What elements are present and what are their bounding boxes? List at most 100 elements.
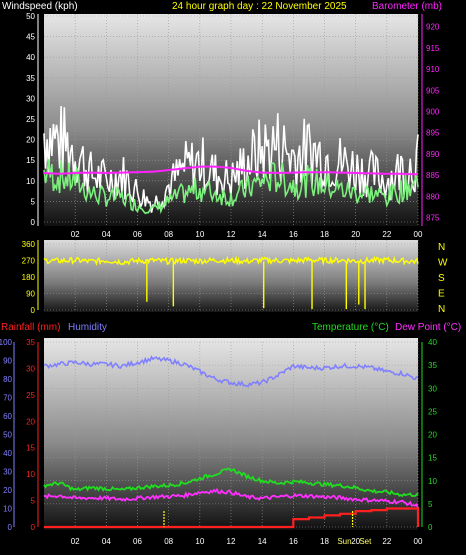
- wind-tick-label: 5: [31, 197, 36, 206]
- wind-tick-label: 25: [26, 115, 35, 124]
- barometer-tick-label: 915: [426, 44, 440, 53]
- humidity-tick-label: 80: [3, 375, 12, 384]
- wind-time-ticks: 02 04 06 08 10 12 14 16 18 20 22 00: [71, 230, 423, 239]
- time-tick-label: 02: [71, 537, 80, 546]
- time-tick-label: 04: [102, 230, 111, 239]
- wind-axis-ticks: 0 5 10 15 20 25 30 35 40 45 50: [26, 12, 35, 227]
- rain-tick-label: 25: [26, 391, 35, 400]
- humidity-tick-label: 90: [3, 357, 12, 366]
- barometer-tick-label: 885: [426, 171, 440, 180]
- time-tick-label: 12: [227, 230, 236, 239]
- time-tick-label: 14: [258, 230, 267, 239]
- temperature-tick-label: 15: [428, 454, 437, 463]
- barometer-tick-label: 905: [426, 86, 440, 95]
- wind-panel-grid: [37, 14, 423, 226]
- barometer-line: [43, 165, 419, 176]
- compass-letter: S: [438, 273, 445, 284]
- humidity-line: [43, 355, 419, 388]
- direction-series: [43, 255, 419, 310]
- time-tick-label: 06: [133, 537, 142, 546]
- barometer-axis-title: Barometer (mb): [372, 1, 442, 12]
- time-tick-label: 00: [414, 537, 423, 546]
- humidity-tick-label: 50: [3, 431, 12, 440]
- barometer-tick-label: 890: [426, 150, 440, 159]
- humidity-tick-label: 0: [8, 523, 13, 532]
- direction-tick-label: 0: [31, 306, 36, 315]
- rain-tick-label: 15: [26, 444, 35, 453]
- time-tick-label: 08: [164, 537, 173, 546]
- rain-series: [43, 355, 420, 529]
- temperature-tick-label: 30: [428, 384, 437, 393]
- compass-letter: N: [438, 304, 445, 315]
- rain-tick-label: 30: [26, 364, 35, 373]
- compass-letter: N: [438, 242, 445, 253]
- time-tick-label: 08: [164, 230, 173, 239]
- dewpoint-axis-title: Dew Point (°C): [395, 322, 461, 333]
- wind-tick-label: 35: [26, 74, 35, 83]
- humidity-tick-label: 100: [0, 338, 13, 347]
- direction-axis-ticks: 0 90 180 270 360: [22, 240, 36, 315]
- direction-tick-label: 360: [22, 240, 36, 249]
- rain-time-ticks: 02 04 06 08 10 12 14 16 18 Sun 20 Set 22 00: [71, 537, 423, 546]
- humidity-tick-label: 30: [3, 468, 12, 477]
- temperature-tick-label: 5: [428, 500, 433, 509]
- wind-tick-label: 50: [26, 12, 35, 21]
- time-tick-label: 18: [320, 230, 329, 239]
- dewpoint-line: [43, 487, 419, 509]
- wind-tick-label: 10: [26, 177, 35, 186]
- rain-tick-label: 5: [31, 497, 36, 506]
- barometer-tick-label: 900: [426, 108, 440, 117]
- rain-tick-label: 35: [26, 338, 35, 347]
- time-tick-label: 10: [195, 230, 204, 239]
- humidity-tick-label: 20: [3, 486, 12, 495]
- time-tick-label: 16: [289, 537, 298, 546]
- temperature-tick-label: 35: [428, 361, 437, 370]
- temperature-tick-label: 10: [428, 477, 437, 486]
- graph-title: 24 hour graph day : 22 November 2025: [172, 1, 347, 12]
- wind-series: [43, 105, 419, 215]
- time-tick-label: 22: [382, 537, 391, 546]
- wind-tick-label: 15: [26, 156, 35, 165]
- wind-tick-label: 0: [31, 218, 36, 227]
- windspeed-axis-title: Windspeed (kph): [2, 1, 78, 12]
- temperature-tick-label: 25: [428, 407, 437, 416]
- wind-tick-label: 30: [26, 94, 35, 103]
- time-tick-label: 20: [351, 230, 360, 239]
- time-tick-label: Sun: [337, 537, 351, 546]
- direction-tick-label: 270: [22, 257, 36, 266]
- humidity-axis-title: Humidity: [68, 322, 107, 333]
- rain-tick-label: 20: [26, 417, 35, 426]
- barometer-tick-label: 895: [426, 129, 440, 138]
- rainfall-axis-title: Rainfall (mm): [1, 322, 60, 333]
- temperature-tick-label: 40: [428, 338, 437, 347]
- humidity-tick-label: 60: [3, 412, 12, 421]
- time-tick-label: 18: [320, 537, 329, 546]
- humidity-tick-label: 70: [3, 394, 12, 403]
- time-tick-label: 00: [414, 230, 423, 239]
- compass-letter: W: [438, 258, 448, 269]
- wind-tick-label: 45: [26, 33, 35, 42]
- barometer-tick-label: 880: [426, 192, 440, 201]
- time-tick-label: 22: [382, 230, 391, 239]
- rain-tick-label: 10: [26, 470, 35, 479]
- temperature-tick-label: 20: [428, 431, 437, 440]
- rain-tick-label: 0: [31, 523, 36, 532]
- direction-tick-label: 90: [26, 290, 35, 299]
- direction-line: [43, 255, 419, 266]
- time-tick-label: 14: [258, 537, 267, 546]
- temperature-tick-label: 0: [428, 523, 433, 532]
- time-tick-label: 20: [351, 537, 360, 546]
- rainfall-line: [44, 507, 420, 529]
- barometer-axis-ticks: 875 880 885 890 895 900 905 910 915 920: [426, 23, 440, 223]
- average-wind-line: [43, 159, 419, 215]
- humidity-tick-label: 40: [3, 449, 12, 458]
- humidity-tick-label: 10: [3, 505, 12, 514]
- time-tick-label: 12: [227, 537, 236, 546]
- time-tick-label: 02: [71, 230, 80, 239]
- time-tick-label: Set: [359, 537, 372, 546]
- humidity-rain-axis-ticks: 0 10 20 30 40 50 60 70 80 90 100 0 5 10 15 20 25 30 35: [0, 338, 36, 532]
- time-tick-label: 06: [133, 230, 142, 239]
- time-tick-label: 16: [289, 230, 298, 239]
